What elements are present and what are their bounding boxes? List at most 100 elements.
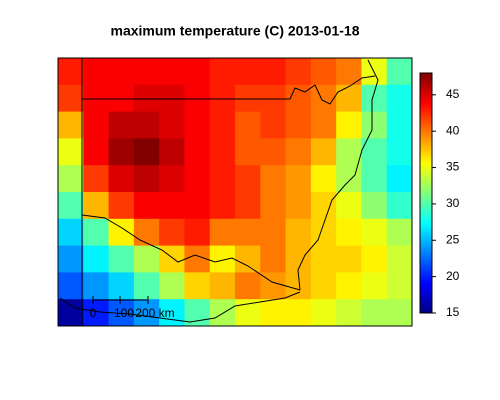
cell <box>184 111 211 139</box>
colorbar-swatch <box>420 253 432 257</box>
cell <box>83 165 110 193</box>
cell <box>184 138 211 166</box>
colorbar-swatch <box>420 244 432 248</box>
colorbar-swatch <box>420 94 432 98</box>
cell <box>260 192 287 220</box>
colorbar-swatch <box>420 211 432 215</box>
cell <box>58 192 84 220</box>
colorbar-swatch <box>420 175 432 179</box>
cell <box>386 218 413 247</box>
colorbar-swatch <box>420 208 432 212</box>
colorbar-swatch <box>420 196 432 200</box>
cell <box>58 138 84 166</box>
cell <box>260 245 287 273</box>
cell <box>58 58 84 86</box>
boundaries <box>57 57 413 327</box>
scale-bar <box>92 296 149 304</box>
cell <box>58 299 84 327</box>
cell <box>285 58 312 86</box>
cell <box>310 138 337 166</box>
cell <box>285 138 312 166</box>
cell <box>159 111 185 139</box>
scale-label: 100 <box>114 306 134 320</box>
cell <box>386 165 413 193</box>
colorbar-swatch <box>420 139 432 143</box>
colorbar-tick-label: 40 <box>446 123 460 137</box>
colorbar-swatch <box>420 157 432 161</box>
colorbar-swatch <box>420 280 432 284</box>
cell <box>58 272 84 300</box>
cell <box>108 111 135 139</box>
cell <box>209 272 236 300</box>
colorbar-swatch <box>420 178 432 182</box>
colorbar-swatch <box>420 292 432 296</box>
cell <box>159 299 185 327</box>
colorbar-swatch <box>420 301 432 305</box>
cell <box>58 111 84 139</box>
colorbar-swatch <box>420 259 432 263</box>
cell <box>285 192 312 220</box>
cell <box>83 299 110 327</box>
cell <box>336 272 362 300</box>
cell <box>83 218 110 247</box>
colorbar-swatch <box>420 136 432 140</box>
cell <box>260 165 287 193</box>
cell <box>361 165 388 193</box>
cell <box>235 272 261 300</box>
cell <box>108 138 135 166</box>
cell <box>159 218 185 247</box>
cell <box>310 84 337 113</box>
cell <box>108 165 135 193</box>
coastline <box>59 291 301 323</box>
cell <box>336 218 362 247</box>
cell <box>361 218 388 247</box>
colorbar-swatch <box>420 73 432 77</box>
cell <box>361 192 388 220</box>
colorbar-swatch <box>420 262 432 266</box>
cell <box>184 299 211 327</box>
cell <box>83 84 110 113</box>
colorbar-swatch <box>420 154 432 158</box>
cell <box>310 111 337 139</box>
cell <box>209 299 236 327</box>
colorbar-swatch <box>420 220 432 224</box>
cell <box>235 58 261 86</box>
cell <box>108 218 135 247</box>
cell <box>209 218 236 247</box>
cell <box>184 272 211 300</box>
cell <box>310 272 337 300</box>
scale-label: 200 km <box>135 306 174 320</box>
colorbar-swatch <box>420 97 432 101</box>
cell <box>184 218 211 247</box>
cell <box>58 84 84 113</box>
cell <box>386 138 413 166</box>
cell <box>58 245 84 273</box>
colorbar-swatch <box>420 142 432 146</box>
cell <box>235 165 261 193</box>
cell <box>361 245 388 273</box>
cell <box>133 138 160 166</box>
colorbar-swatch <box>420 310 432 314</box>
colorbar-swatch <box>420 124 432 128</box>
colorbar-swatch <box>420 160 432 164</box>
cell <box>336 138 362 166</box>
colorbar-swatch <box>420 199 432 203</box>
colorbar-tick-label: 25 <box>446 232 460 246</box>
colorbar-swatch <box>420 181 432 185</box>
cell <box>133 111 160 139</box>
colorbar: 15 20 25 30 35 40 45 <box>419 72 460 319</box>
colorbar-tick-label: 35 <box>446 160 460 174</box>
cell <box>310 245 337 273</box>
cell <box>386 272 413 300</box>
cell <box>386 245 413 273</box>
colorbar-swatch <box>420 100 432 104</box>
colorbar-swatch <box>420 169 432 173</box>
colorbar-swatch <box>420 184 432 188</box>
colorbar-swatch <box>420 274 432 278</box>
colorbar-swatch <box>420 232 432 236</box>
cell <box>209 245 236 273</box>
cell <box>159 245 185 273</box>
cell <box>58 165 84 193</box>
colorbar-swatch <box>420 250 432 254</box>
